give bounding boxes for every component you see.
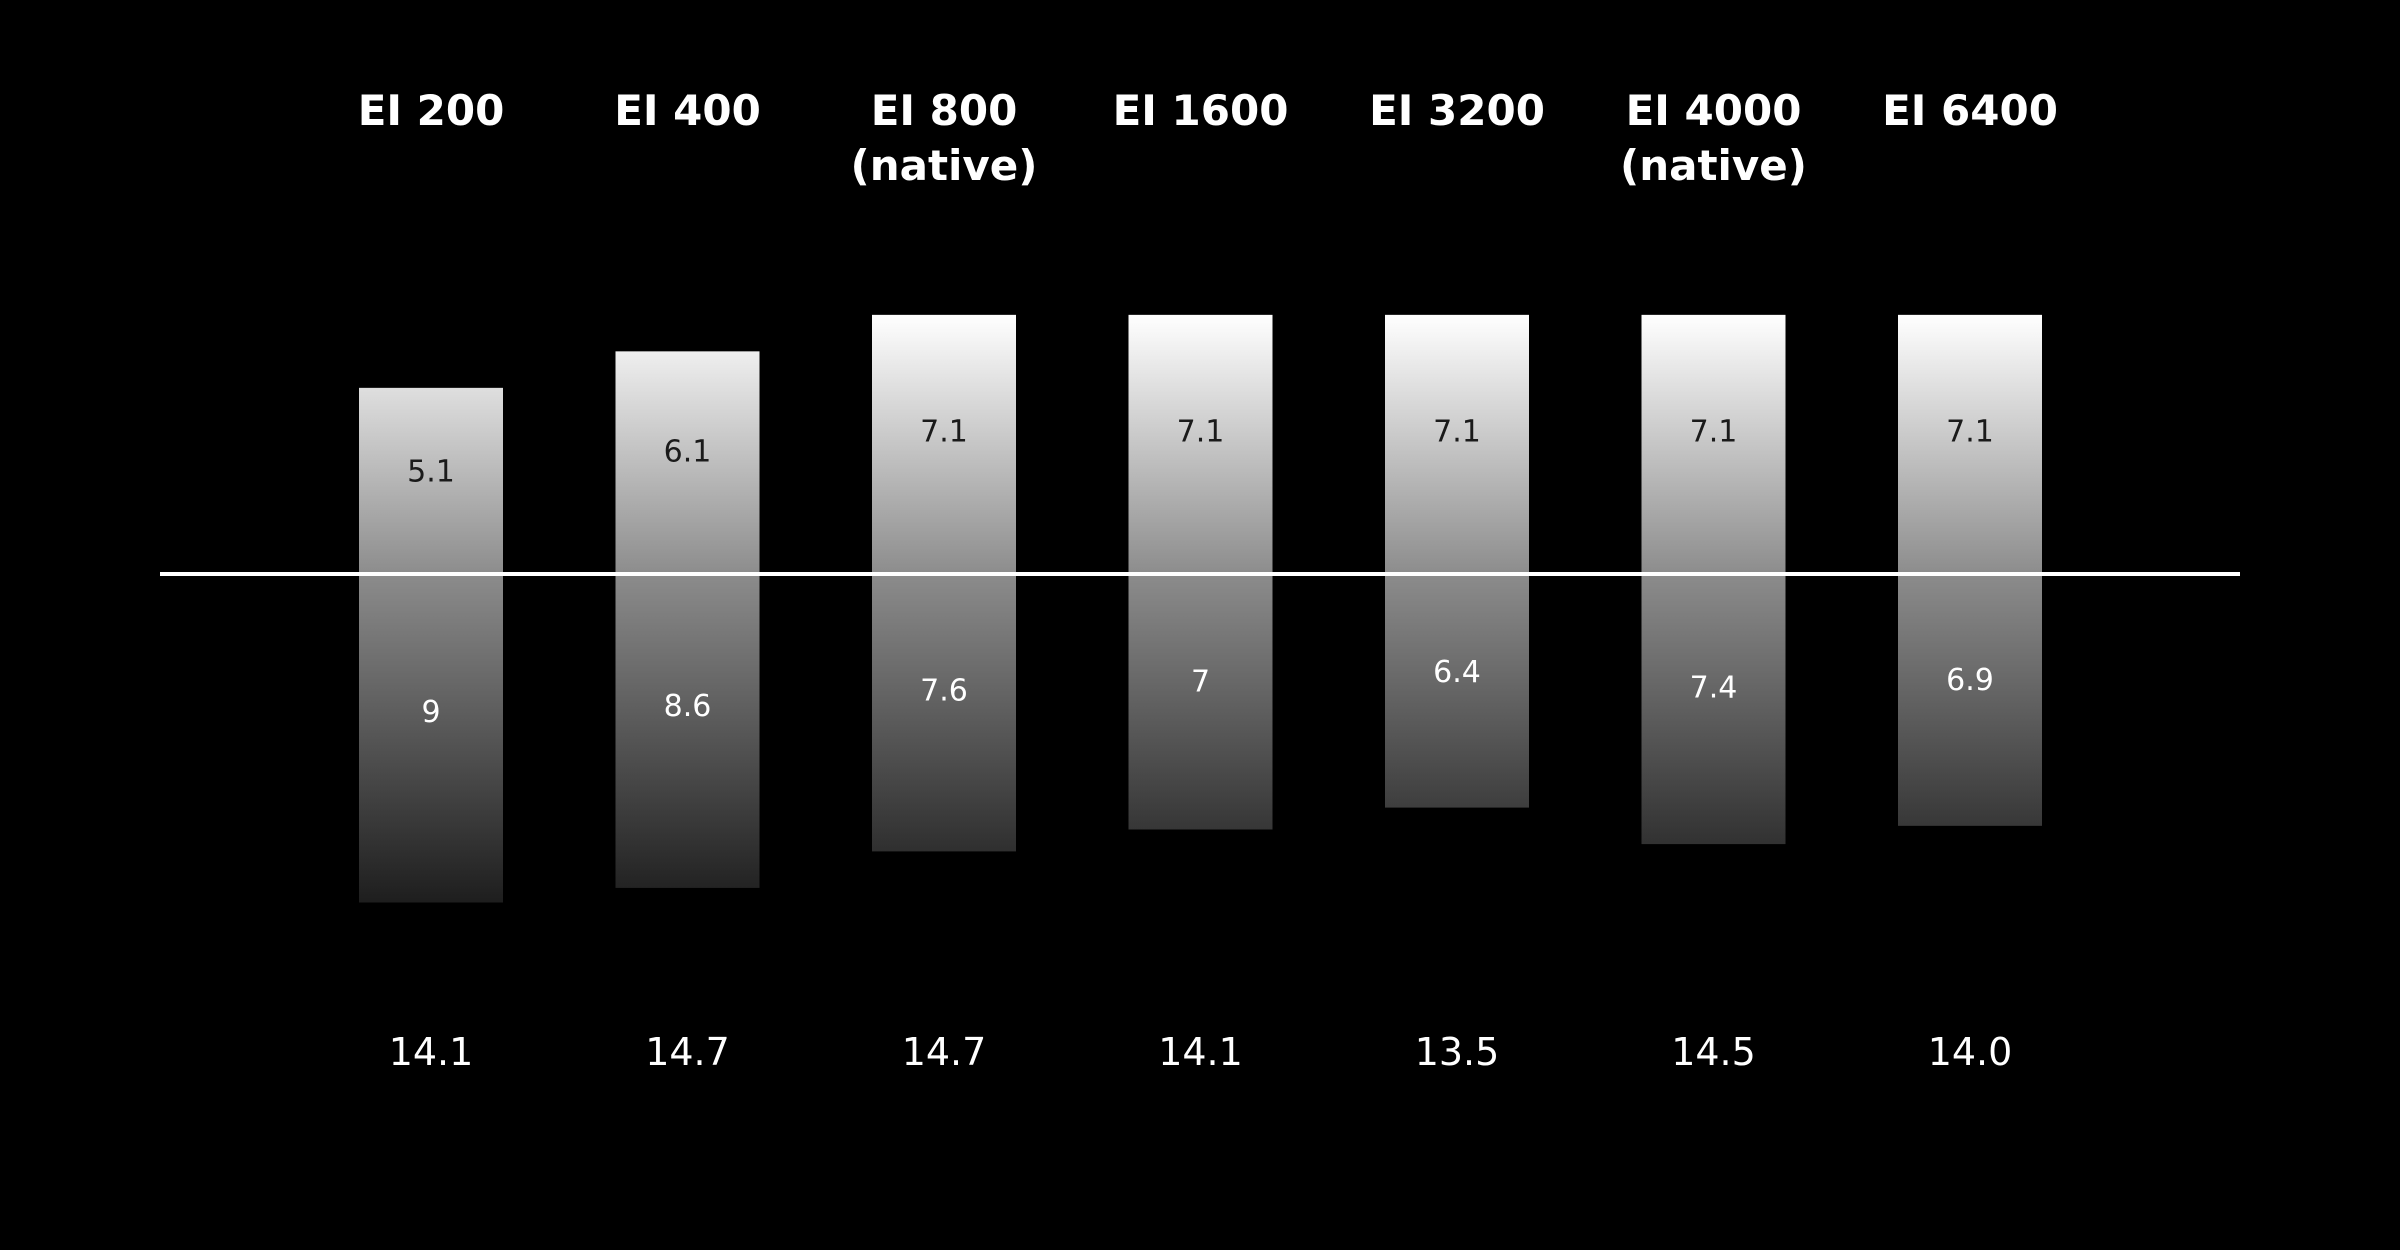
category-label: EI 800 <box>871 86 1018 135</box>
category-label: EI 200 <box>358 86 505 135</box>
undefined: Stops <box>922 1098 967 1117</box>
category-label: EI 3200 <box>1369 86 1545 135</box>
above-value-label: 7.1 <box>1946 414 1994 449</box>
total-value-label: 14.1 <box>1158 1030 1243 1074</box>
below-value-label: 7.4 <box>1690 670 1738 705</box>
bar-5 <box>1641 314 1786 845</box>
total-value-label: 14.7 <box>645 1030 730 1074</box>
bar-6 <box>1898 314 2042 826</box>
below-value-label: 6.9 <box>1946 663 1994 698</box>
above-value-label: 7.1 <box>920 414 968 449</box>
category-label: (native) <box>1620 141 1807 190</box>
bar-2 <box>872 314 1016 852</box>
bar-4 <box>1385 314 1529 808</box>
category-label: EI 1600 <box>1113 86 1289 135</box>
bars-layer <box>359 314 2042 903</box>
total-value-label: 14.0 <box>1928 1030 2013 1074</box>
below-value-label: 8.6 <box>664 689 712 724</box>
category-label: EI 6400 <box>1882 86 2058 135</box>
bar-0 <box>359 387 503 903</box>
above-value-label: 7.1 <box>1690 414 1738 449</box>
above-value-label: 7.1 <box>1433 414 1481 449</box>
labels-layer: EI 200 5.1 9 14.1 Stops EI 400 6.1 8.6 14.7 Stops… <box>358 86 2058 1117</box>
category-label: (native) <box>851 141 1038 190</box>
bar-1 <box>615 351 760 888</box>
undefined: Stops <box>665 1098 710 1117</box>
undefined: Stops <box>1435 1098 1480 1117</box>
above-value-label: 6.1 <box>664 435 712 470</box>
undefined: Stops <box>409 1098 454 1117</box>
undefined: Stops <box>1948 1098 1993 1117</box>
total-value-label: 14.7 <box>902 1030 987 1074</box>
total-value-label: 14.5 <box>1671 1030 1756 1074</box>
above-value-label: 7.1 <box>1177 414 1225 449</box>
category-label: EI 400 <box>614 86 761 135</box>
below-value-label: 6.4 <box>1433 655 1481 690</box>
undefined: Stops <box>1691 1098 1736 1117</box>
above-value-label: 5.1 <box>407 455 455 490</box>
below-value-label: 7 <box>1191 664 1210 699</box>
total-value-label: 14.1 <box>389 1030 474 1074</box>
undefined: Stops <box>1178 1098 1223 1117</box>
below-value-label: 9 <box>421 695 440 730</box>
category-label: EI 4000 <box>1626 86 1802 135</box>
total-value-label: 13.5 <box>1415 1030 1500 1074</box>
below-value-label: 7.6 <box>920 674 968 709</box>
